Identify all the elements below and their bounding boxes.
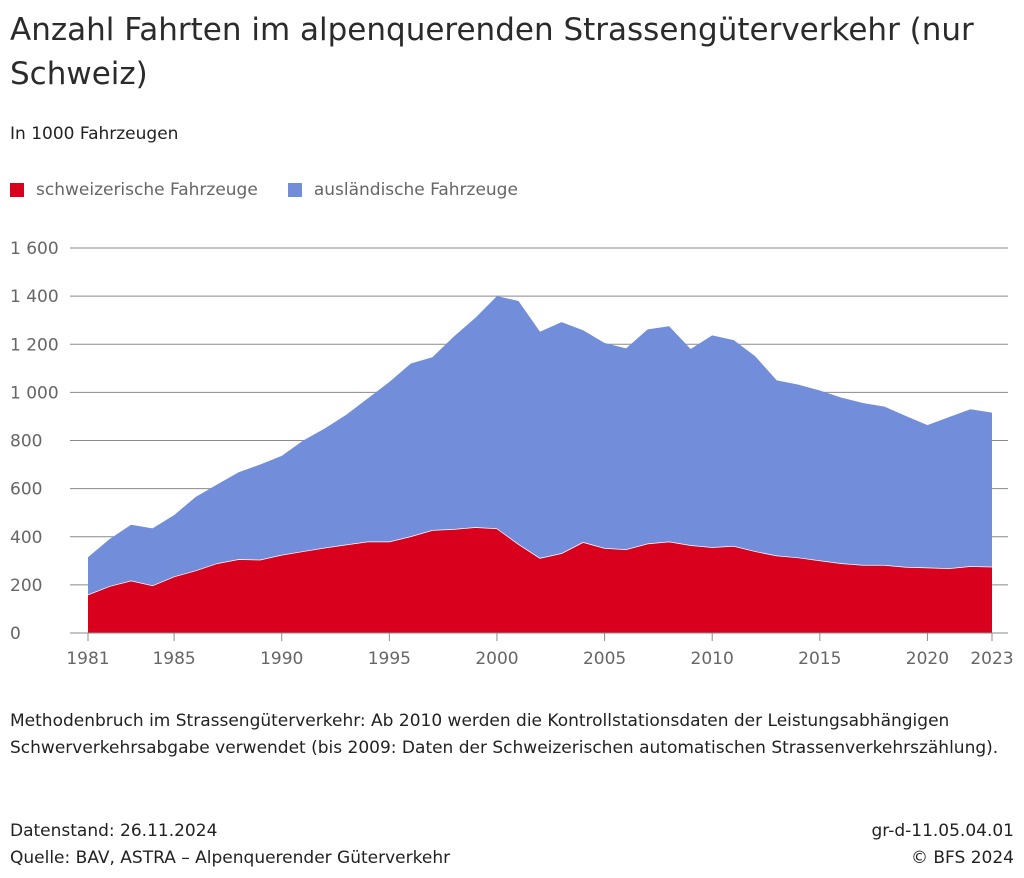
legend-swatch-foreign [287,183,302,197]
legend-item-foreign[interactable]: ausländische Fahrzeuge [287,180,518,200]
x-tick-label: 2023 [970,649,1013,669]
graphic-code: gr-d-11.05.04.01 [871,821,1015,841]
y-tick-label: 1 600 [10,239,59,259]
x-tick-label: 1985 [152,649,195,669]
y-tick-label: 800 [10,432,42,452]
source: Quelle: BAV, ASTRA – Alpenquerender Güte… [10,848,451,868]
y-tick-label: 600 [10,480,42,500]
chart-subtitle: In 1000 Fahrzeugen [10,124,179,144]
x-tick-label: 1981 [66,649,109,669]
legend-swatch-swiss [10,183,24,197]
copyright: © BFS 2024 [910,848,1014,868]
axes: 0 200 400 600 800 1 000 1 200 1 400 1 600 1981 198… [10,239,1014,669]
area-layer [87,296,993,633]
legend-label-swiss: schweizerische Fahrzeuge [36,180,258,200]
y-tick-label: 1 400 [10,287,59,307]
method-note: Methodenbruch im Strassengüterverkehr: A… [10,711,999,758]
x-tick-label: 2005 [583,649,626,669]
y-tick-label: 1 200 [10,335,59,355]
x-tick-label: 2010 [691,649,734,669]
x-tick-label: 2000 [475,649,518,669]
y-tick-label: 200 [10,576,42,596]
y-tick-label: 0 [10,624,21,644]
chart-title: Anzahl Fahrten im alpenquerenden Strasse… [10,12,974,92]
footer-right: gr-d-11.05.04.01 © BFS 2024 [872,818,1015,872]
x-tick-label: 2020 [906,649,949,669]
x-tick-label: 1995 [368,649,411,669]
data-status: Datenstand: 26.11.2024 [10,821,218,841]
legend-item-swiss[interactable]: schweizerische Fahrzeuge [10,180,258,200]
x-tick-label: 2015 [798,649,841,669]
footer-left: Datenstand: 26.11.2024 Quelle: BAV, ASTR… [10,818,450,872]
area-series-1 [88,296,992,595]
chart-plot: 0 200 400 600 800 1 000 1 200 1 400 1 600 1981 198… [10,239,1014,669]
y-tick-label: 400 [10,528,42,548]
legend-label-foreign: ausländische Fahrzeuge [313,180,518,200]
x-tick-label: 1990 [260,649,303,669]
y-tick-label: 1 000 [10,383,59,403]
legend: schweizerische Fahrzeuge ausländische Fa… [10,180,548,200]
